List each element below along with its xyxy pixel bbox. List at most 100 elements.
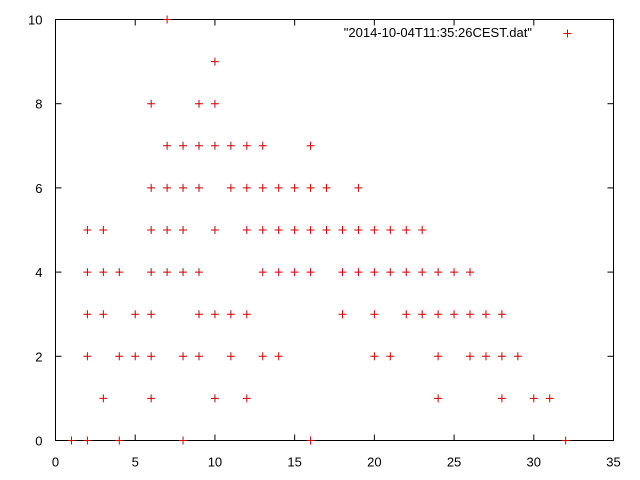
data-point: [194, 310, 203, 319]
data-point: [481, 310, 490, 319]
data-point: [131, 310, 140, 319]
data-point: [466, 352, 475, 361]
data-point: [322, 226, 331, 234]
data-point: [370, 268, 379, 277]
data-point: [194, 268, 203, 277]
data-point: [163, 268, 172, 277]
data-point: [194, 141, 203, 150]
data-point: [83, 268, 92, 277]
data-point: [258, 268, 267, 277]
data-point: [242, 310, 251, 319]
data-point: [163, 183, 172, 192]
data-point: [450, 268, 459, 277]
data-point: [290, 226, 299, 234]
data-point: [386, 226, 395, 234]
data-point: [450, 310, 459, 319]
x-tick-label: 10: [208, 455, 222, 470]
data-point: [497, 394, 506, 403]
data-point: [242, 141, 251, 150]
legend: "2014-10-04T11:35:26CEST.dat": [344, 25, 572, 40]
data-point: [545, 394, 554, 403]
data-point: [402, 268, 411, 277]
x-tick-label: 15: [287, 455, 301, 470]
data-point: [481, 352, 490, 361]
data-point: [466, 310, 475, 319]
x-tick-label: 20: [367, 455, 381, 470]
data-point: [402, 310, 411, 319]
data-point: [258, 226, 267, 234]
legend-label: "2014-10-04T11:35:26CEST.dat": [344, 25, 533, 40]
data-point: [370, 352, 379, 361]
data-point: [226, 141, 235, 150]
data-point: [99, 394, 108, 403]
data-point: [338, 226, 347, 234]
data-point: [147, 310, 156, 319]
data-point: [210, 394, 219, 403]
data-point: [67, 436, 76, 445]
x-tick-label: 0: [52, 455, 59, 470]
data-point: [274, 268, 283, 277]
data-point: [418, 268, 427, 277]
data-point: [179, 183, 188, 192]
axis-ticks: [55, 19, 614, 441]
data-point: [497, 352, 506, 361]
data-point: [194, 352, 203, 361]
data-point: [226, 310, 235, 319]
data-point: [210, 99, 219, 108]
data-point: [434, 268, 443, 277]
data-point: [179, 268, 188, 277]
y-tick-label: 2: [35, 349, 42, 364]
data-point: [179, 436, 188, 445]
data-point: [306, 141, 315, 150]
data-point: [274, 183, 283, 192]
data-point: [402, 226, 411, 234]
data-point: [258, 141, 267, 150]
data-point: [194, 183, 203, 192]
data-point: [99, 226, 108, 234]
data-point: [83, 436, 92, 445]
x-tick-label: 25: [447, 455, 461, 470]
data-point: [274, 226, 283, 234]
data-point: [258, 183, 267, 192]
data-point: [306, 183, 315, 192]
data-point: [290, 268, 299, 277]
data-point: [115, 268, 124, 277]
data-point: [386, 268, 395, 277]
axis-tick-labels: 0 5 10 15 20 25 30 35 0 2 4 6 8 10: [28, 13, 621, 470]
data-point: [561, 436, 570, 445]
x-tick-label: 35: [606, 455, 620, 470]
data-point: [290, 183, 299, 192]
data-point: [115, 436, 124, 445]
data-point: [163, 15, 172, 24]
data-point: [179, 141, 188, 150]
data-point: [497, 310, 506, 319]
data-point: [226, 352, 235, 361]
data-point: [194, 99, 203, 108]
data-point: [83, 226, 92, 234]
data-point: [354, 183, 363, 192]
y-tick-label: 0: [35, 434, 42, 449]
data-point: [306, 268, 315, 277]
data-point: [99, 310, 108, 319]
data-point: [242, 183, 251, 192]
data-point: [386, 352, 395, 361]
data-point: [258, 352, 267, 361]
data-point: [147, 99, 156, 108]
legend-marker-symbol: [563, 29, 572, 38]
data-point: [99, 268, 108, 277]
data-point: [306, 436, 315, 445]
data-point: [513, 352, 522, 361]
data-point: [83, 310, 92, 319]
data-point: [210, 57, 219, 66]
data-point: [147, 394, 156, 403]
data-point: [147, 183, 156, 192]
plot-frame: [55, 19, 614, 441]
x-tick-label: 30: [527, 455, 541, 470]
data-point: [242, 226, 251, 234]
data-point: [338, 268, 347, 277]
data-point: [163, 141, 172, 150]
data-point: [529, 394, 538, 403]
data-point: [226, 183, 235, 192]
data-point: [210, 226, 219, 234]
